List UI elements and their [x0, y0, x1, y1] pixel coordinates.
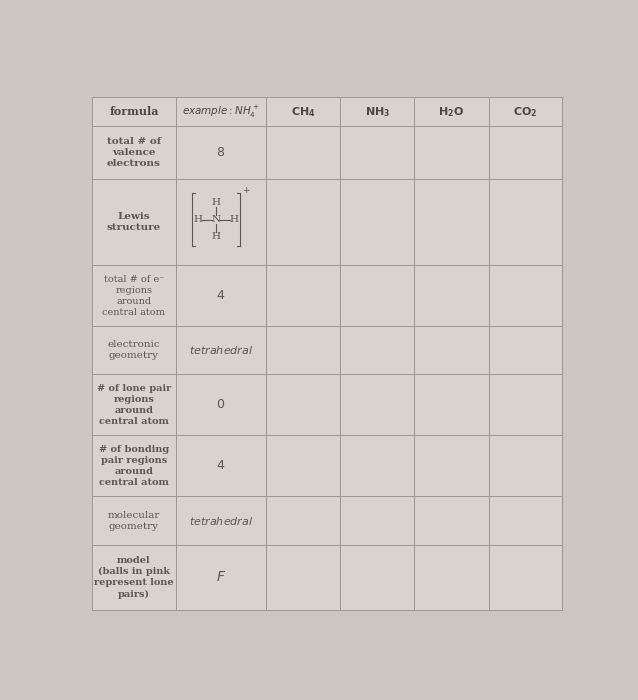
Bar: [414, 265, 489, 326]
Text: $\mathit{tetrahedral}$: $\mathit{tetrahedral}$: [189, 344, 253, 356]
Text: # of bonding
pair regions
around
central atom: # of bonding pair regions around central…: [99, 444, 169, 487]
Bar: [266, 265, 340, 326]
Bar: [175, 126, 266, 179]
Bar: [414, 545, 489, 610]
Bar: [414, 126, 489, 179]
Bar: [340, 265, 414, 326]
Bar: [175, 374, 266, 435]
Text: $\mathit{8}$: $\mathit{8}$: [216, 146, 225, 159]
Bar: [340, 496, 414, 545]
Bar: [92, 97, 175, 126]
Bar: [266, 496, 340, 545]
Bar: [489, 126, 562, 179]
Text: model
(balls in pink
represent lone
pairs): model (balls in pink represent lone pair…: [94, 556, 174, 598]
Bar: [340, 435, 414, 496]
Bar: [489, 435, 562, 496]
Bar: [266, 126, 340, 179]
Bar: [414, 496, 489, 545]
Text: H: H: [193, 215, 202, 224]
Text: H: H: [211, 232, 220, 241]
Bar: [340, 179, 414, 265]
Bar: [92, 496, 175, 545]
Bar: [414, 326, 489, 375]
Text: total # of
valence
electrons: total # of valence electrons: [107, 136, 161, 169]
Bar: [266, 179, 340, 265]
Bar: [414, 97, 489, 126]
Bar: [92, 326, 175, 375]
Text: formula: formula: [109, 106, 159, 117]
Bar: [489, 326, 562, 375]
Bar: [92, 435, 175, 496]
Bar: [175, 97, 266, 126]
Bar: [266, 97, 340, 126]
Bar: [175, 496, 266, 545]
Text: +: +: [242, 186, 249, 195]
Bar: [414, 179, 489, 265]
Text: $\mathit{0}$: $\mathit{0}$: [216, 398, 225, 411]
Text: $\mathit{tetrahedral}$: $\mathit{tetrahedral}$: [189, 514, 253, 526]
Bar: [489, 545, 562, 610]
Text: $\mathbf{H_2O}$: $\mathbf{H_2O}$: [438, 105, 464, 118]
Text: $\mathit{4}$: $\mathit{4}$: [216, 459, 225, 473]
Text: Lewis
structure: Lewis structure: [107, 212, 161, 232]
Text: N: N: [211, 215, 221, 224]
Bar: [92, 126, 175, 179]
Text: total # of e⁻
regions
around
central atom: total # of e⁻ regions around central ato…: [103, 274, 165, 317]
Bar: [266, 435, 340, 496]
Bar: [175, 179, 266, 265]
Text: $\mathit{4}$: $\mathit{4}$: [216, 289, 225, 302]
Bar: [175, 545, 266, 610]
Bar: [92, 545, 175, 610]
Bar: [414, 374, 489, 435]
Bar: [340, 374, 414, 435]
Bar: [340, 545, 414, 610]
Text: $\mathit{F}$: $\mathit{F}$: [216, 570, 226, 584]
Bar: [340, 126, 414, 179]
Text: H: H: [211, 198, 220, 206]
Bar: [489, 179, 562, 265]
Text: $\mathbf{CO_2}$: $\mathbf{CO_2}$: [513, 105, 537, 118]
Bar: [92, 179, 175, 265]
Text: # of lone pair
regions
around
central atom: # of lone pair regions around central at…: [97, 384, 171, 426]
Bar: [489, 496, 562, 545]
Bar: [92, 374, 175, 435]
Bar: [414, 435, 489, 496]
Bar: [489, 374, 562, 435]
Text: H: H: [230, 215, 239, 224]
Text: electronic
geometry: electronic geometry: [108, 340, 160, 360]
Bar: [340, 97, 414, 126]
Bar: [489, 265, 562, 326]
Bar: [266, 545, 340, 610]
Text: $\mathbf{NH_3}$: $\mathbf{NH_3}$: [364, 105, 390, 118]
Text: $\mathbf{CH_4}$: $\mathbf{CH_4}$: [291, 105, 315, 118]
Bar: [92, 265, 175, 326]
Bar: [489, 97, 562, 126]
Text: molecular
geometry: molecular geometry: [108, 510, 160, 531]
Bar: [175, 265, 266, 326]
Bar: [266, 374, 340, 435]
Bar: [340, 326, 414, 375]
Bar: [175, 435, 266, 496]
Bar: [266, 326, 340, 375]
Text: $\mathit{example: NH_4^+}$: $\mathit{example: NH_4^+}$: [182, 104, 260, 120]
Bar: [175, 326, 266, 375]
